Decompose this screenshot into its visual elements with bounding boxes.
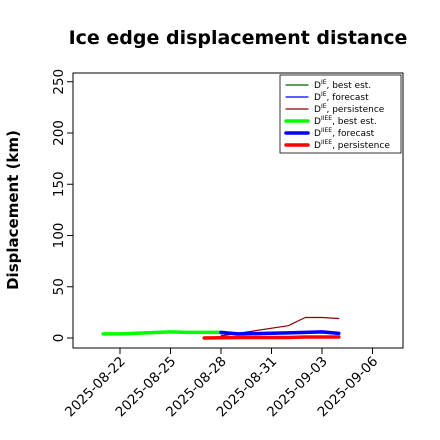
- y-tick-label: 0: [51, 334, 67, 343]
- legend-label: DIIEE, forecast: [314, 127, 375, 139]
- plot-frame: [72, 72, 404, 349]
- legend-box: [279, 74, 402, 154]
- y-tick-label: 50: [51, 278, 67, 295]
- y-tick-label: 100: [51, 223, 67, 249]
- legend-label: DIIEE, best est.: [314, 115, 377, 127]
- series-line-3: [101, 330, 223, 336]
- y-axis: 0 50 100 150 200 250: [51, 69, 73, 342]
- y-tick-label: 200: [51, 120, 67, 146]
- legend-label: DIE, best est.: [314, 79, 371, 91]
- y-axis-label: Displacement (km): [4, 130, 22, 290]
- plot-series: [101, 316, 341, 340]
- y-tick-label: 150: [51, 171, 67, 197]
- series-line-2: [220, 316, 340, 337]
- legend-label: DIE, forecast: [314, 91, 369, 103]
- series-line-4: [219, 330, 341, 336]
- x-axis: 2025-08-222025-08-252025-08-282025-08-31…: [62, 348, 381, 420]
- chart-title: Ice edge displacement distance: [69, 27, 408, 49]
- y-tick-label: 250: [51, 69, 67, 95]
- series-line-5: [202, 335, 341, 340]
- legend-label: DIIEE, persistence: [314, 139, 390, 151]
- legend-label: DIE, persistence: [314, 103, 385, 115]
